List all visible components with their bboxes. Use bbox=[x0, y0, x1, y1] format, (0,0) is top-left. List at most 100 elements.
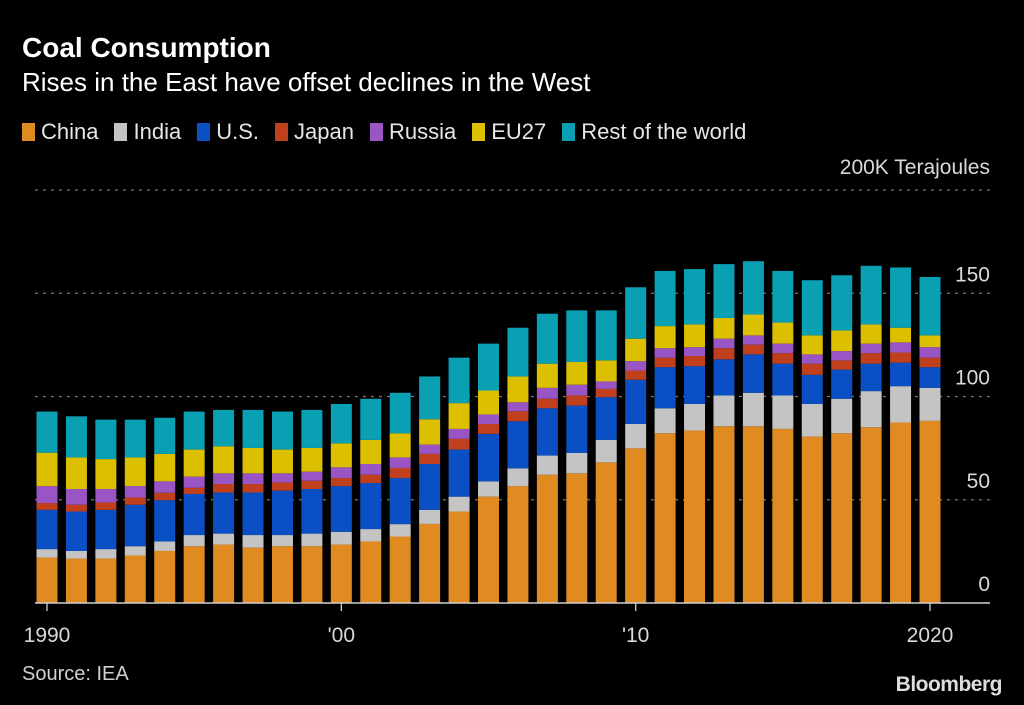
legend-item: Rest of the world bbox=[562, 119, 746, 145]
bar-segment-india-1998 bbox=[271, 535, 293, 547]
bar-stack-2006 bbox=[507, 327, 529, 603]
bar-segment-japan-2011 bbox=[654, 357, 676, 368]
bar-segment-rest-of-the-world-2002 bbox=[389, 392, 411, 434]
unit-label: 200K Terajoules bbox=[840, 156, 990, 179]
bar-segment-india-2019 bbox=[890, 386, 912, 423]
bar-segment-china-1999 bbox=[301, 546, 323, 603]
bar-segment-rest-of-the-world-1991 bbox=[65, 416, 87, 458]
legend-label: India bbox=[133, 119, 182, 144]
bar-segment-india-2002 bbox=[389, 524, 411, 537]
bar-segment-india-2009 bbox=[595, 439, 617, 463]
x-tick-label: 1990 bbox=[24, 624, 71, 647]
bar-segment-eu27-1991 bbox=[65, 457, 87, 490]
bar-segment-russia-2002 bbox=[389, 457, 411, 468]
bar-segment-rest-of-the-world-2017 bbox=[831, 275, 853, 331]
bar-segment-u-s--2013 bbox=[713, 359, 735, 396]
bar-segment-japan-2010 bbox=[625, 370, 647, 380]
bar-segment-japan-1997 bbox=[242, 484, 264, 493]
bar-segment-japan-2018 bbox=[860, 353, 882, 364]
bar-segment-china-1996 bbox=[213, 544, 235, 603]
bar-segment-china-2018 bbox=[860, 427, 882, 603]
bar-segment-japan-2013 bbox=[713, 348, 735, 360]
bar-segment-india-1996 bbox=[213, 533, 235, 545]
bar-segment-u-s--2015 bbox=[772, 363, 794, 396]
bar-segment-china-2017 bbox=[831, 433, 853, 603]
bar-segment-russia-2001 bbox=[360, 464, 382, 475]
bar-stack-2001 bbox=[360, 398, 382, 603]
bar-segment-rest-of-the-world-1997 bbox=[242, 409, 264, 448]
legend-label: U.S. bbox=[216, 119, 259, 144]
bar-segment-russia-2000 bbox=[330, 467, 352, 479]
bar-segment-japan-2004 bbox=[448, 438, 470, 450]
legend-item: China bbox=[22, 119, 98, 145]
bar-stack-2012 bbox=[684, 269, 706, 603]
bar-segment-china-2003 bbox=[419, 523, 441, 603]
bar-segment-japan-1992 bbox=[95, 502, 117, 510]
legend-item: India bbox=[114, 119, 181, 145]
y-tick-label: 100 bbox=[955, 367, 990, 390]
y-tick-label: 0 bbox=[978, 573, 990, 596]
bar-segment-japan-2008 bbox=[566, 395, 588, 406]
bar-segment-japan-1999 bbox=[301, 480, 323, 490]
bar-segment-eu27-2006 bbox=[507, 376, 529, 403]
bar-stack-1991 bbox=[65, 416, 87, 603]
bar-segment-eu27-2009 bbox=[595, 360, 617, 382]
bar-segment-russia-2010 bbox=[625, 361, 647, 371]
bar-segment-india-1992 bbox=[95, 549, 117, 559]
bar-segment-rest-of-the-world-1992 bbox=[95, 419, 117, 460]
bar-segment-japan-2001 bbox=[360, 474, 382, 484]
bar-segment-rest-of-the-world-2020 bbox=[919, 276, 941, 336]
bar-segment-china-2001 bbox=[360, 541, 382, 603]
bar-segment-china-1990 bbox=[36, 557, 58, 603]
bar-segment-u-s--2002 bbox=[389, 478, 411, 525]
bar-segment-russia-2020 bbox=[919, 347, 941, 358]
x-tick-label: '10 bbox=[622, 624, 649, 647]
bar-segment-russia-1998 bbox=[271, 473, 293, 483]
bar-stack-2020 bbox=[919, 276, 941, 603]
bar-segment-eu27-2014 bbox=[742, 314, 764, 336]
bar-segment-china-1997 bbox=[242, 547, 264, 603]
bar-segment-india-1999 bbox=[301, 533, 323, 547]
legend-label: Russia bbox=[388, 119, 457, 144]
bar-segment-u-s--1990 bbox=[36, 509, 58, 550]
legend-swatch bbox=[472, 123, 486, 141]
bar-segment-eu27-2020 bbox=[919, 335, 941, 348]
bar-segment-russia-2013 bbox=[713, 338, 735, 349]
bar-segment-rest-of-the-world-2010 bbox=[625, 287, 647, 339]
bar-segment-u-s--2009 bbox=[595, 397, 617, 440]
bloomberg-logo: Bloomberg bbox=[895, 673, 1003, 696]
bar-segment-rest-of-the-world-1999 bbox=[301, 409, 323, 448]
bar-segment-japan-2015 bbox=[772, 353, 794, 364]
bar-segment-u-s--1991 bbox=[65, 511, 87, 551]
bar-segment-u-s--2003 bbox=[419, 464, 441, 510]
bar-segment-japan-2005 bbox=[478, 423, 499, 434]
bar-segment-eu27-2005 bbox=[478, 390, 499, 415]
bar-segment-india-1993 bbox=[124, 546, 146, 556]
legend-item: EU27 bbox=[472, 119, 546, 145]
bar-segment-rest-of-the-world-2015 bbox=[772, 270, 794, 323]
bar-segment-russia-2011 bbox=[654, 348, 676, 358]
bar-segment-china-2007 bbox=[536, 474, 558, 603]
bar-segment-rest-of-the-world-2014 bbox=[742, 261, 764, 315]
bar-segment-india-2000 bbox=[330, 531, 352, 545]
bar-stack-1990 bbox=[36, 411, 58, 603]
bar-segment-rest-of-the-world-1994 bbox=[154, 417, 176, 454]
bar-segment-russia-2009 bbox=[595, 381, 617, 389]
bar-stack-1994 bbox=[154, 417, 176, 603]
bar-segment-japan-2000 bbox=[330, 478, 352, 487]
bar-stack-1998 bbox=[271, 411, 293, 603]
bar-stack-2005 bbox=[478, 343, 499, 603]
bar-segment-russia-2007 bbox=[536, 387, 558, 399]
bar-stack-1992 bbox=[95, 419, 117, 603]
bar-segment-india-1997 bbox=[242, 535, 264, 548]
bar-segment-u-s--1992 bbox=[95, 509, 117, 550]
bar-segment-u-s--1999 bbox=[301, 489, 323, 534]
bar-segment-russia-1996 bbox=[213, 473, 235, 485]
bar-segment-rest-of-the-world-2019 bbox=[890, 267, 912, 328]
bar-segment-china-2002 bbox=[389, 536, 411, 603]
bar-stack-2003 bbox=[419, 376, 441, 603]
legend-label: Japan bbox=[294, 119, 354, 144]
bar-segment-russia-2012 bbox=[684, 347, 706, 357]
bar-stack-2008 bbox=[566, 310, 588, 603]
